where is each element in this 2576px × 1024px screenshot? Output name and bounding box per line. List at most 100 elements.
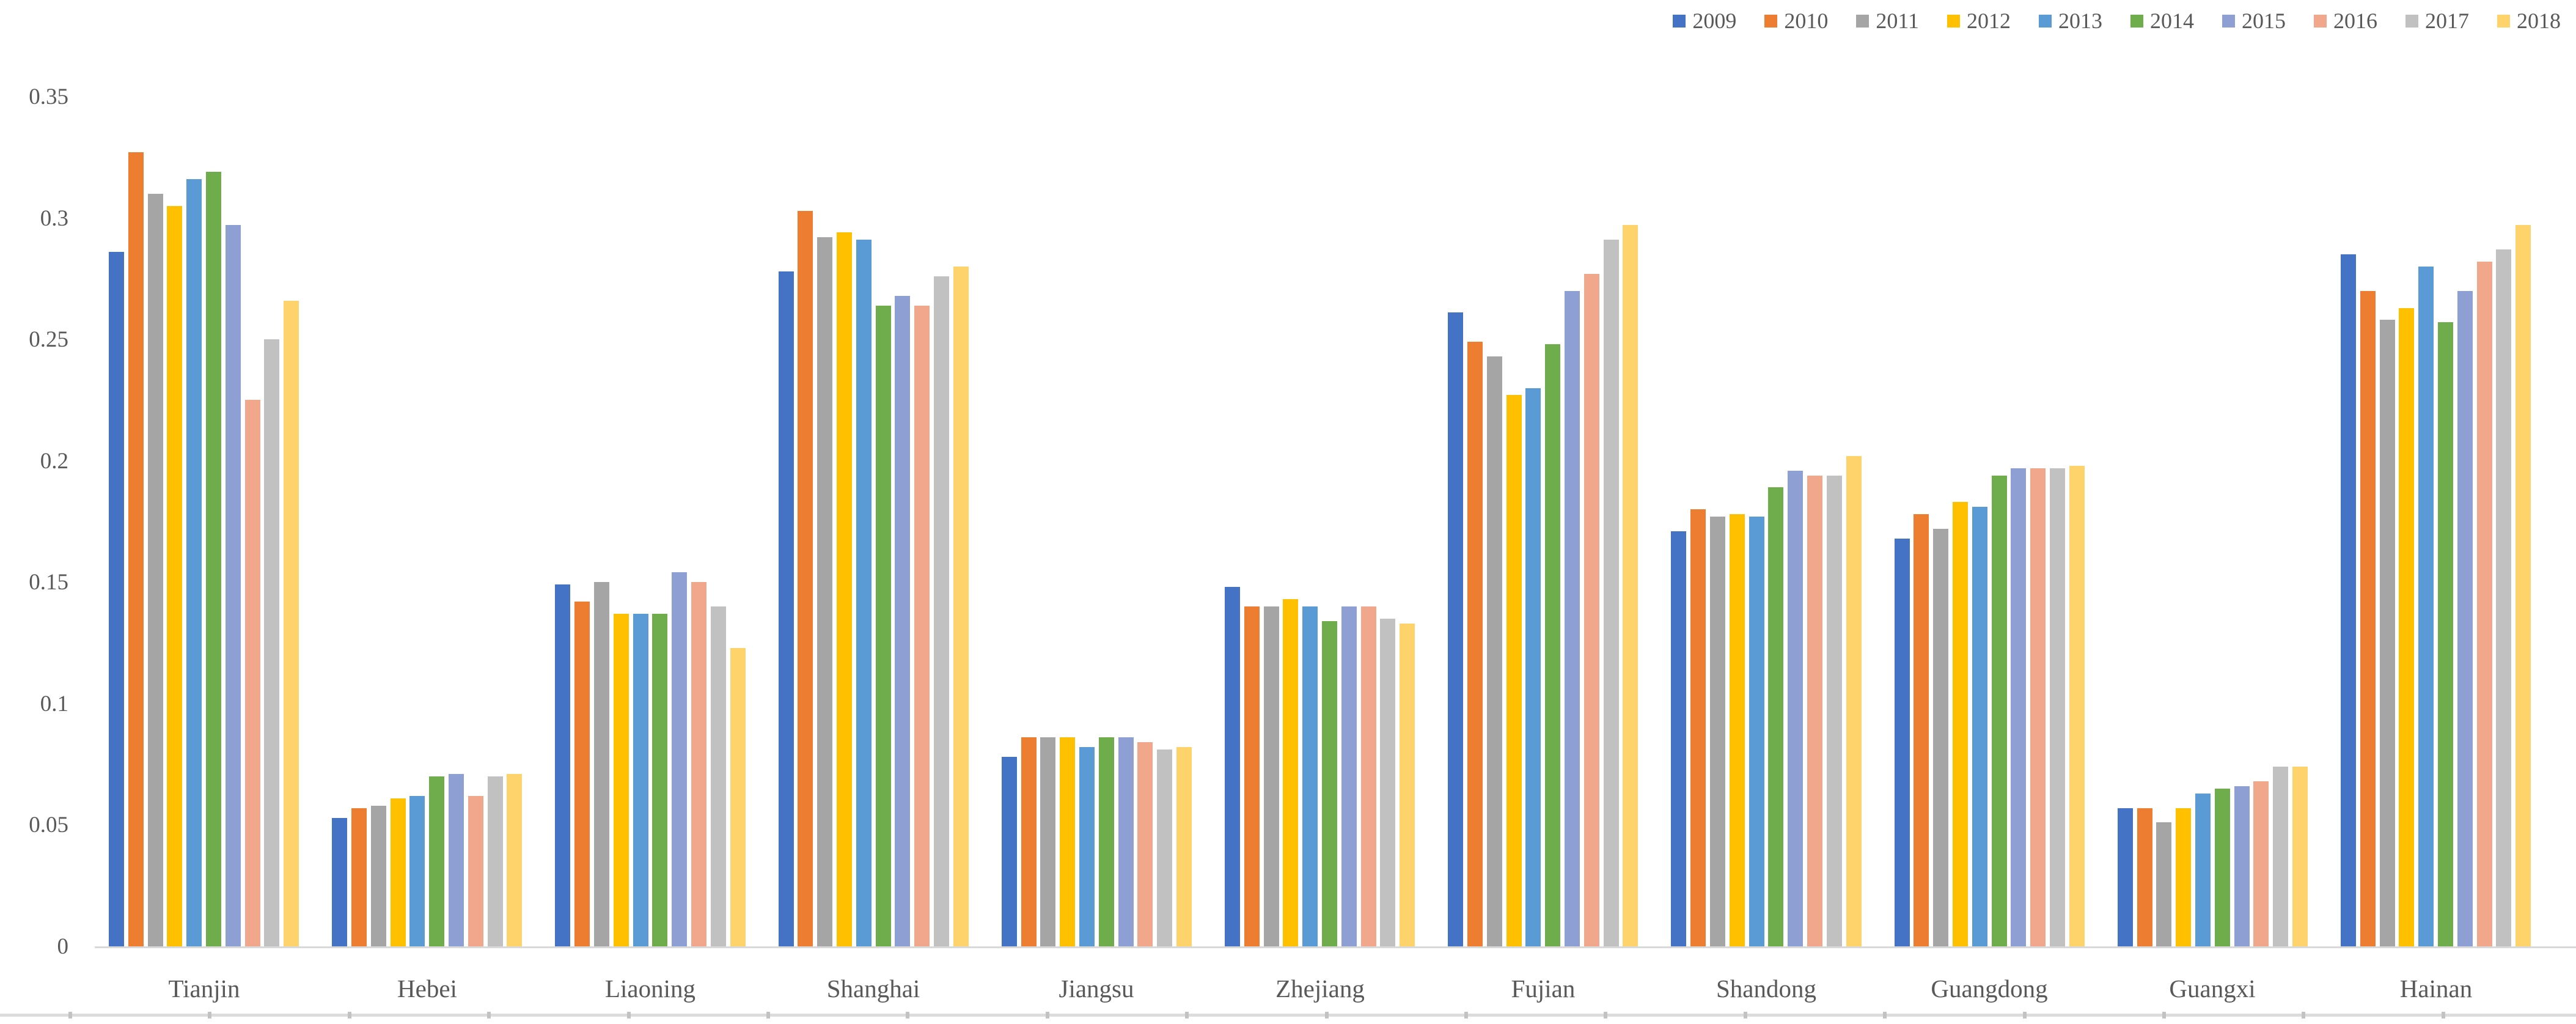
bar[interactable]	[1118, 737, 1134, 946]
bar[interactable]	[1487, 356, 1502, 946]
legend-item[interactable]: 2012	[1947, 10, 2011, 32]
bar[interactable]	[1827, 476, 1842, 946]
bar[interactable]	[1749, 517, 1764, 946]
bar[interactable]	[1079, 747, 1095, 946]
bar[interactable]	[2399, 308, 2414, 946]
bar[interactable]	[2069, 466, 2085, 946]
bar[interactable]	[1623, 225, 1638, 946]
bar[interactable]	[1584, 274, 1599, 946]
bar[interactable]	[2496, 249, 2511, 946]
bar[interactable]	[1807, 476, 1822, 946]
bar[interactable]	[186, 179, 202, 946]
bar[interactable]	[574, 602, 590, 946]
bar[interactable]	[730, 648, 746, 946]
bar[interactable]	[1953, 502, 1968, 946]
bar[interactable]	[409, 796, 425, 946]
bar[interactable]	[614, 614, 629, 946]
bar[interactable]	[2253, 781, 2269, 946]
bar[interactable]	[876, 306, 891, 946]
bar[interactable]	[449, 774, 464, 946]
legend-item[interactable]: 2017	[2405, 10, 2469, 32]
bar[interactable]	[2515, 225, 2531, 946]
bar[interactable]	[2360, 291, 2376, 946]
bar[interactable]	[1040, 737, 1055, 946]
bar[interactable]	[2137, 808, 2152, 946]
bar[interactable]	[953, 267, 969, 946]
bar[interactable]	[2195, 794, 2211, 946]
bar[interactable]	[1021, 737, 1037, 946]
bar[interactable]	[779, 271, 794, 946]
bar[interactable]	[1565, 291, 1580, 946]
bar[interactable]	[371, 806, 386, 946]
bar[interactable]	[1157, 750, 1172, 946]
bar[interactable]	[1788, 471, 1803, 946]
bar[interactable]	[1283, 599, 1298, 946]
bar[interactable]	[1137, 742, 1153, 946]
bar[interactable]	[672, 572, 687, 946]
bar[interactable]	[1264, 606, 1279, 946]
bar[interactable]	[837, 232, 852, 946]
bar[interactable]	[1361, 606, 1376, 946]
bar[interactable]	[167, 206, 182, 946]
bar[interactable]	[2011, 468, 2026, 946]
bar[interactable]	[1972, 507, 1987, 946]
bar[interactable]	[1506, 395, 1522, 946]
bar[interactable]	[1914, 514, 1929, 946]
bar[interactable]	[1176, 747, 1192, 946]
bar[interactable]	[1768, 487, 1783, 946]
bar[interactable]	[2477, 262, 2492, 946]
bar[interactable]	[391, 798, 406, 946]
bar[interactable]	[1525, 388, 1541, 946]
bar[interactable]	[1099, 737, 1114, 946]
bar[interactable]	[2380, 320, 2395, 946]
bar[interactable]	[1380, 619, 1395, 946]
legend-item[interactable]: 2011	[1856, 10, 1919, 32]
bar[interactable]	[652, 614, 667, 946]
bar[interactable]	[429, 776, 444, 946]
bar[interactable]	[2457, 291, 2473, 946]
bar[interactable]	[351, 808, 367, 946]
bar[interactable]	[1545, 344, 1560, 946]
bar[interactable]	[1710, 517, 1725, 946]
bar[interactable]	[2341, 254, 2356, 946]
bar[interactable]	[2050, 468, 2065, 946]
bar[interactable]	[711, 606, 726, 946]
bar[interactable]	[507, 774, 522, 946]
bar[interactable]	[1302, 606, 1318, 946]
bar[interactable]	[555, 584, 570, 946]
legend-item[interactable]: 2015	[2222, 10, 2286, 32]
bar[interactable]	[817, 237, 832, 946]
bar[interactable]	[128, 152, 144, 946]
bar[interactable]	[1400, 624, 1415, 946]
bar[interactable]	[691, 582, 706, 946]
legend-item[interactable]: 2016	[2314, 10, 2377, 32]
legend-item[interactable]: 2010	[1764, 10, 1828, 32]
bar[interactable]	[284, 301, 299, 946]
bar[interactable]	[2156, 822, 2171, 946]
legend-item[interactable]: 2013	[2039, 10, 2102, 32]
bar[interactable]	[1895, 539, 1910, 946]
bar[interactable]	[148, 194, 163, 946]
bar[interactable]	[109, 252, 124, 946]
bar[interactable]	[1671, 531, 1686, 946]
bar[interactable]	[1933, 529, 1948, 946]
bar[interactable]	[1322, 621, 1337, 946]
bar[interactable]	[1448, 312, 1463, 946]
bar[interactable]	[1002, 757, 1017, 946]
legend-item[interactable]: 2018	[2497, 10, 2561, 32]
bar[interactable]	[1690, 509, 1706, 946]
bar[interactable]	[1225, 587, 1240, 946]
bar[interactable]	[914, 306, 930, 946]
bar[interactable]	[1060, 737, 1075, 946]
bar[interactable]	[332, 818, 347, 946]
bar[interactable]	[1846, 456, 1862, 946]
bar[interactable]	[264, 339, 279, 946]
bar[interactable]	[2418, 267, 2434, 946]
bar[interactable]	[1244, 606, 1260, 946]
bar[interactable]	[1604, 240, 1619, 946]
bar[interactable]	[895, 296, 910, 946]
bar[interactable]	[594, 582, 609, 946]
bar[interactable]	[856, 240, 872, 946]
bar[interactable]	[934, 276, 949, 946]
bar[interactable]	[468, 796, 483, 946]
